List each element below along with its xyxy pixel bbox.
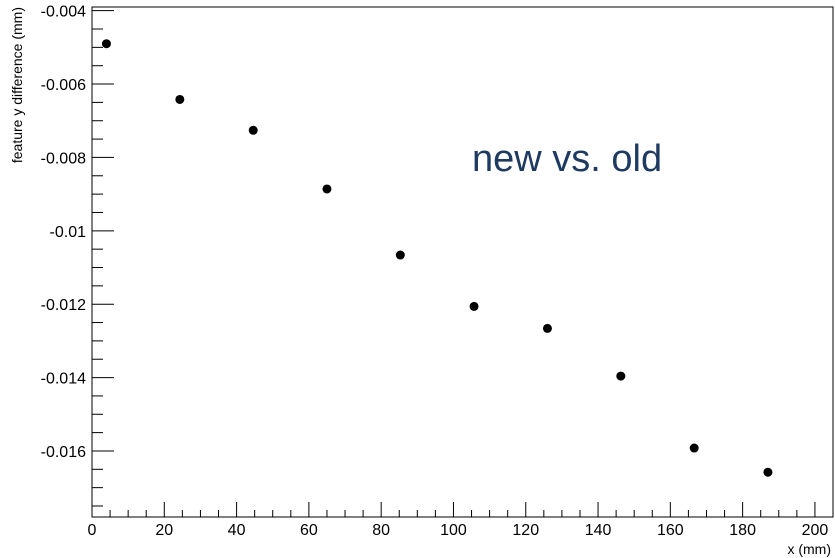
data-points — [101, 39, 773, 477]
data-point — [248, 125, 258, 135]
data-point — [175, 94, 185, 104]
data-point — [322, 184, 332, 194]
data-point — [469, 301, 479, 311]
x-tick-label: 120 — [512, 522, 539, 539]
x-tick-label: 160 — [657, 522, 684, 539]
y-tick-label: -0.014 — [41, 371, 86, 388]
x-tick-label: 20 — [155, 522, 173, 539]
data-point — [395, 250, 405, 260]
y-tick-label: -0.004 — [41, 4, 86, 21]
x-tick-label: 0 — [88, 522, 97, 539]
data-point — [101, 39, 111, 49]
data-point — [542, 323, 552, 333]
y-tick-label: -0.006 — [41, 77, 86, 94]
x-tick-label: 200 — [802, 522, 829, 539]
plot-frame — [91, 6, 834, 518]
x-tick-label: 100 — [440, 522, 467, 539]
data-point — [763, 467, 773, 477]
x-tick-label: 60 — [300, 522, 318, 539]
x-tick-label: 40 — [228, 522, 246, 539]
x-tick-label: 140 — [585, 522, 612, 539]
x-axis-title: x (mm) — [787, 541, 831, 557]
y-tick-label: -0.016 — [41, 444, 86, 461]
chart-annotation: new vs. old — [472, 138, 662, 180]
y-tick-label: -0.008 — [41, 150, 86, 167]
y-tick-label: -0.012 — [41, 297, 86, 314]
data-point — [689, 443, 699, 453]
x-tick-label: 80 — [372, 522, 390, 539]
y-tick-label: -0.01 — [50, 224, 87, 241]
x-tick-label: 180 — [729, 522, 756, 539]
x-axis: 0 20 40 60 80 100 120 140 160 180 200 — [88, 502, 834, 539]
y-axis-title: feature y difference (mm) — [9, 7, 25, 163]
data-point — [616, 371, 626, 381]
y-axis: -0.004 -0.006 -0.008 -0.01 -0.012 -0.014 -0.01… — [41, 4, 114, 507]
